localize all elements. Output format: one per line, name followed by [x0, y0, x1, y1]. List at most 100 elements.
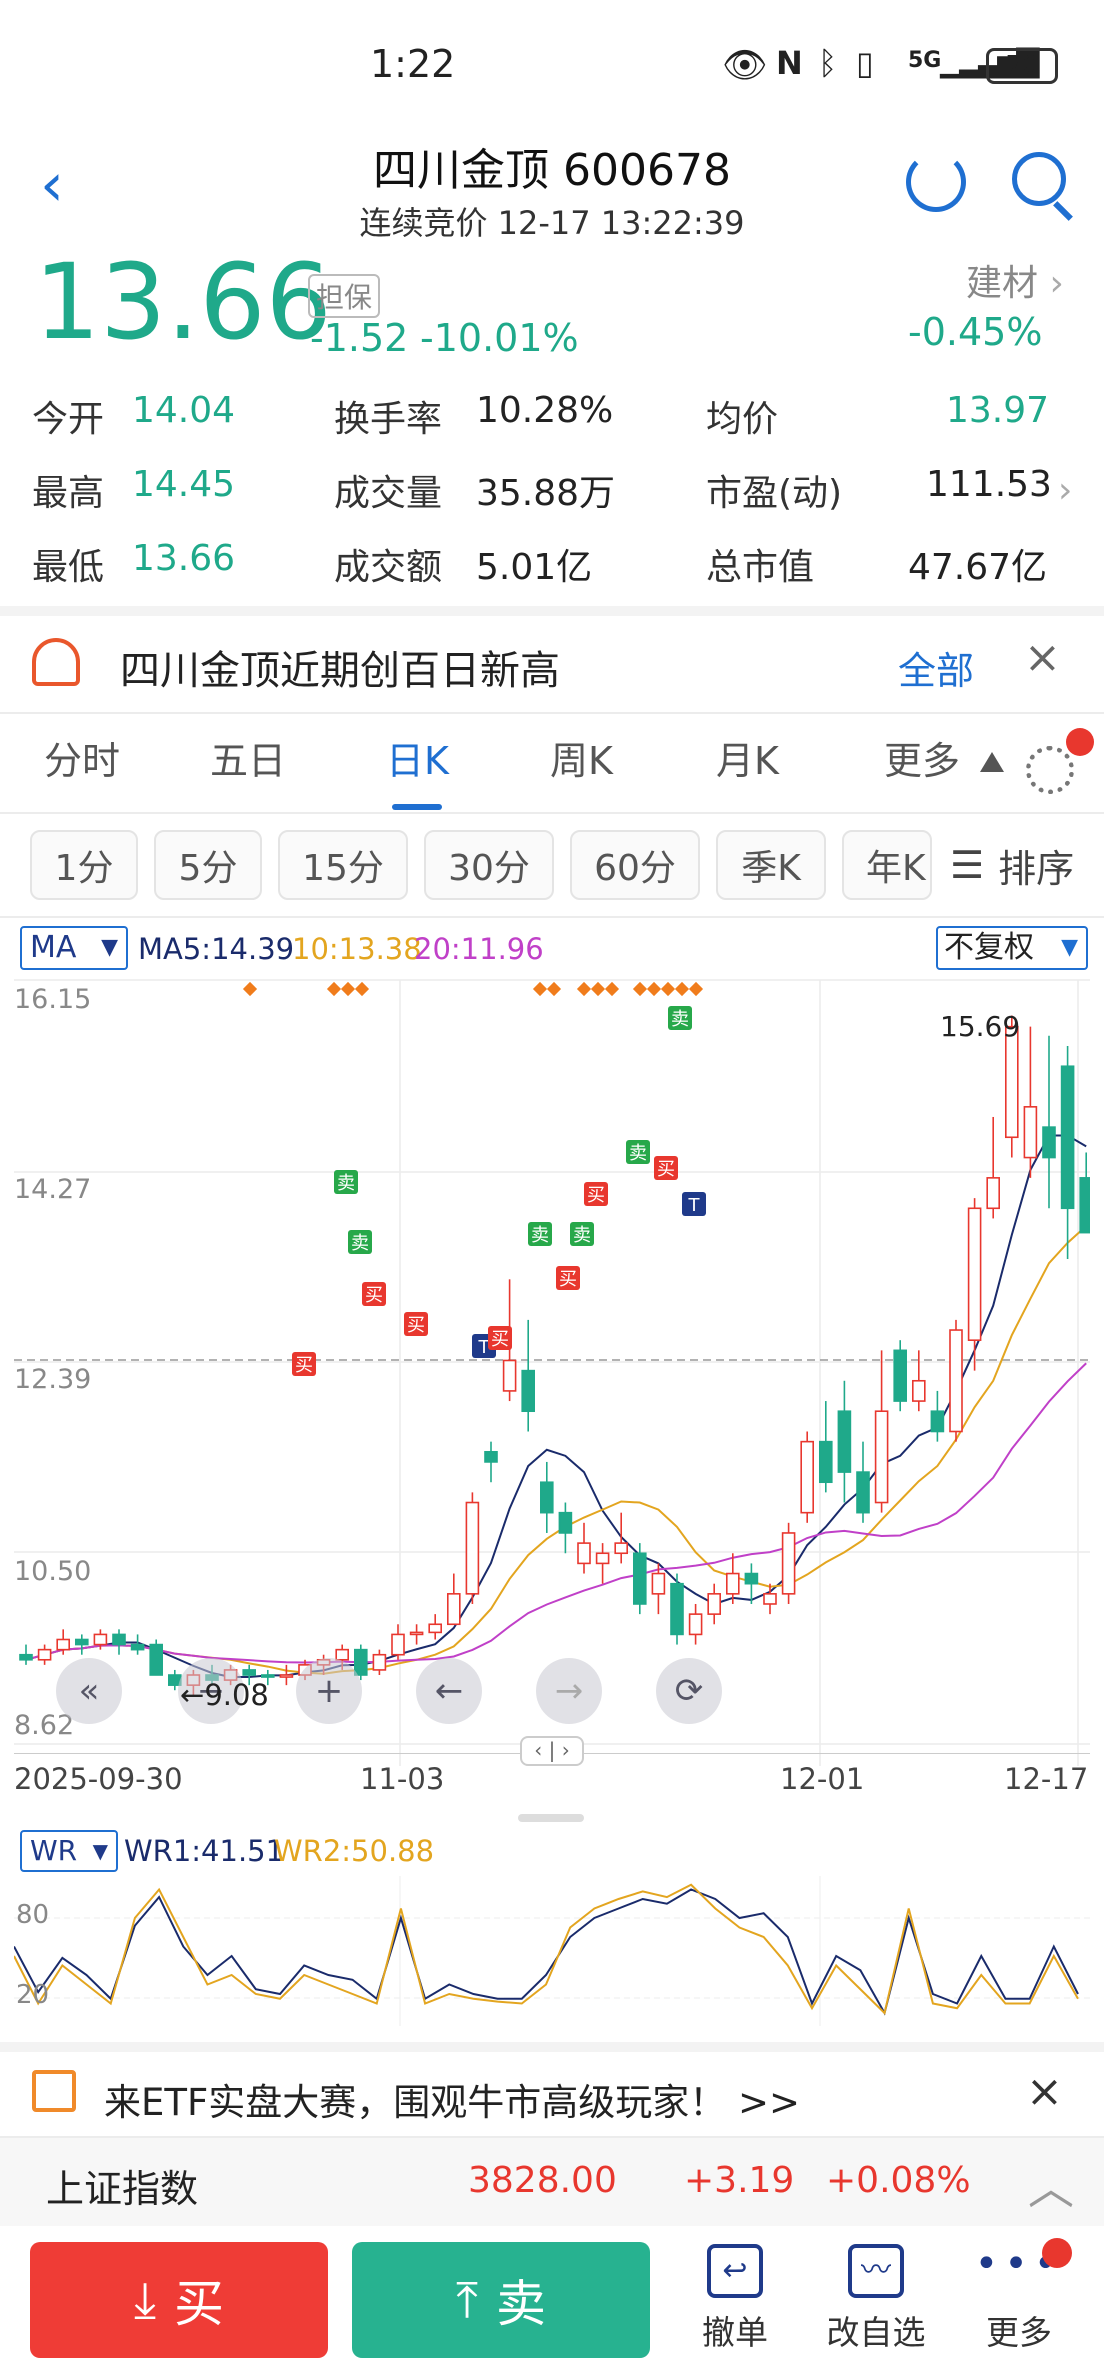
notice-all-link[interactable]: 全部 [898, 649, 975, 693]
candle-body [74, 1638, 89, 1646]
network-label: 5G [908, 48, 942, 73]
trade-marker [362, 1282, 386, 1306]
more-label: 更多 [986, 2313, 1052, 2352]
close-icon[interactable]: × [1024, 632, 1061, 683]
stat-value: 5.01亿 [476, 547, 593, 588]
back-icon[interactable]: ‹ [40, 150, 64, 220]
candle-body [428, 1623, 443, 1634]
tab-five-day[interactable]: 五日 [210, 739, 287, 783]
tab-intraday[interactable]: 分时 [44, 739, 121, 783]
candle-body [465, 1501, 480, 1595]
trade-marker-label: 买 [587, 1185, 605, 1206]
edit-watchlist-button[interactable]: 〰 改自选 [816, 2244, 936, 2364]
candle-body [744, 1572, 759, 1585]
stat-label: 最低 [32, 547, 105, 588]
event-dot [354, 981, 370, 997]
tab-weekly-k[interactable]: 周K [550, 739, 613, 783]
fast-rewind-button[interactable]: « [56, 1658, 122, 1724]
x-label: 12-01 [780, 1762, 865, 1796]
trade-marker [654, 1156, 678, 1180]
tab-monthly-k[interactable]: 月K [716, 739, 779, 783]
stat-value: 14.04 [132, 390, 236, 431]
tab-active-indicator [392, 804, 442, 810]
event-dot [632, 981, 648, 997]
upload-arrow-icon: ⤒ [455, 2270, 479, 2329]
sort-button[interactable]: ☰ 排序 [944, 830, 1104, 900]
cancel-order-button[interactable]: ↩ 撤单 [690, 2244, 780, 2364]
close-icon[interactable]: × [1026, 2066, 1063, 2117]
ma-line [25, 1225, 1087, 1675]
chip-year-k[interactable]: 年K [842, 830, 932, 900]
notification-dot [1066, 728, 1094, 756]
panel-resize-handle[interactable] [518, 1814, 584, 1822]
x-label: 12-17 [1004, 1762, 1089, 1796]
move-right-button[interactable]: → [536, 1658, 602, 1724]
candle-body [800, 1440, 815, 1514]
candle-body [856, 1471, 870, 1514]
candle-body [651, 1572, 666, 1595]
candle-body [707, 1593, 722, 1615]
gift-icon [32, 2070, 76, 2112]
chip-quarter-k[interactable]: 季K [716, 830, 826, 900]
chip-1min[interactable]: 1分 [30, 830, 138, 900]
event-dot [688, 981, 704, 997]
notice-bar[interactable]: 四川金顶近期创百日新高 全部 × [0, 616, 1104, 716]
candle-body [502, 1359, 517, 1392]
page-title: 四川金顶 600678 [373, 145, 731, 196]
current-price: 13.66 [34, 241, 332, 363]
ad-banner[interactable]: 来ETF实盘大赛，围观牛市高级玩家！ >> × [0, 2052, 1104, 2136]
tab-daily-k[interactable]: 日K [386, 739, 449, 783]
index-value: 3828.00 [468, 2160, 617, 2201]
index-name: 上证指数 [46, 2167, 199, 2211]
candle-body [818, 1440, 833, 1484]
chevron-right-icon[interactable]: › [1058, 470, 1073, 511]
guarantee-badge: 担保 [308, 274, 381, 318]
zoom-in-button[interactable]: + [296, 1658, 362, 1724]
chip-30min[interactable]: 30分 [424, 830, 554, 900]
sell-button[interactable]: ⤒ 卖 [352, 2242, 650, 2358]
event-dot [660, 981, 676, 997]
search-icon[interactable] [1012, 152, 1066, 206]
gear-icon[interactable] [1026, 746, 1074, 794]
stat-value: 13.97 [946, 390, 1050, 431]
candle-body [837, 1410, 852, 1473]
status-bar: 1:22 👁 N ᛒ ▯ 5G ▁▂▃▅▇ 70 [0, 0, 1104, 130]
menu-icon: ☰ [950, 843, 985, 887]
rotate-button[interactable]: ⟳ [656, 1658, 722, 1724]
trade-marker-label: 卖 [351, 1233, 369, 1254]
adjust-select[interactable]: 不复权 ▼ [936, 926, 1088, 970]
stat-label: 今开 [32, 399, 105, 440]
chart-drag-handle[interactable]: ‹ | › [520, 1736, 584, 1766]
stat-value: 35.88万 [476, 473, 616, 514]
stat-label: 换手率 [334, 399, 443, 440]
candle-body [37, 1648, 52, 1661]
index-bar[interactable]: 上证指数 3828.00 +3.19 +0.08% ︿ [0, 2138, 1104, 2226]
undo-icon: ↩ [707, 2244, 763, 2298]
event-dot [546, 981, 562, 997]
event-dot [646, 981, 662, 997]
candle-body [781, 1532, 796, 1595]
zoom-out-button[interactable]: − [178, 1658, 244, 1724]
buy-button[interactable]: ⤓ 买 [30, 2242, 328, 2358]
trade-marker-label: 卖 [337, 1173, 355, 1194]
wr-select[interactable]: WR ▼ [20, 1830, 118, 1872]
candle-body [893, 1349, 908, 1402]
ad-text: 来ETF实盘大赛，围观牛市高级玩家！ >> [104, 2081, 801, 2124]
chip-60min[interactable]: 60分 [570, 830, 700, 900]
chip-15min[interactable]: 15分 [278, 830, 408, 900]
chart-grid [14, 979, 1090, 1766]
chevron-up-icon[interactable]: ︿ [1028, 2161, 1074, 2215]
index-change: +3.19 [684, 2160, 795, 2201]
tab-more[interactable]: 更多 [884, 739, 961, 783]
ma-select[interactable]: MA ▼ [20, 926, 128, 970]
y-label: 14.27 [14, 1174, 92, 1205]
battery-level: 70 [1005, 51, 1039, 81]
move-left-button[interactable]: ← [416, 1658, 482, 1724]
sector-link[interactable]: 建材 › [966, 254, 1064, 306]
chip-5min[interactable]: 5分 [154, 830, 262, 900]
candle-body [93, 1633, 108, 1646]
refresh-icon[interactable] [906, 152, 966, 212]
eye-icon: 👁 [722, 45, 768, 86]
stats-grid: 今开 14.04 换手率 10.28% 均价 13.97 最高 14.45 成交… [0, 380, 1104, 600]
